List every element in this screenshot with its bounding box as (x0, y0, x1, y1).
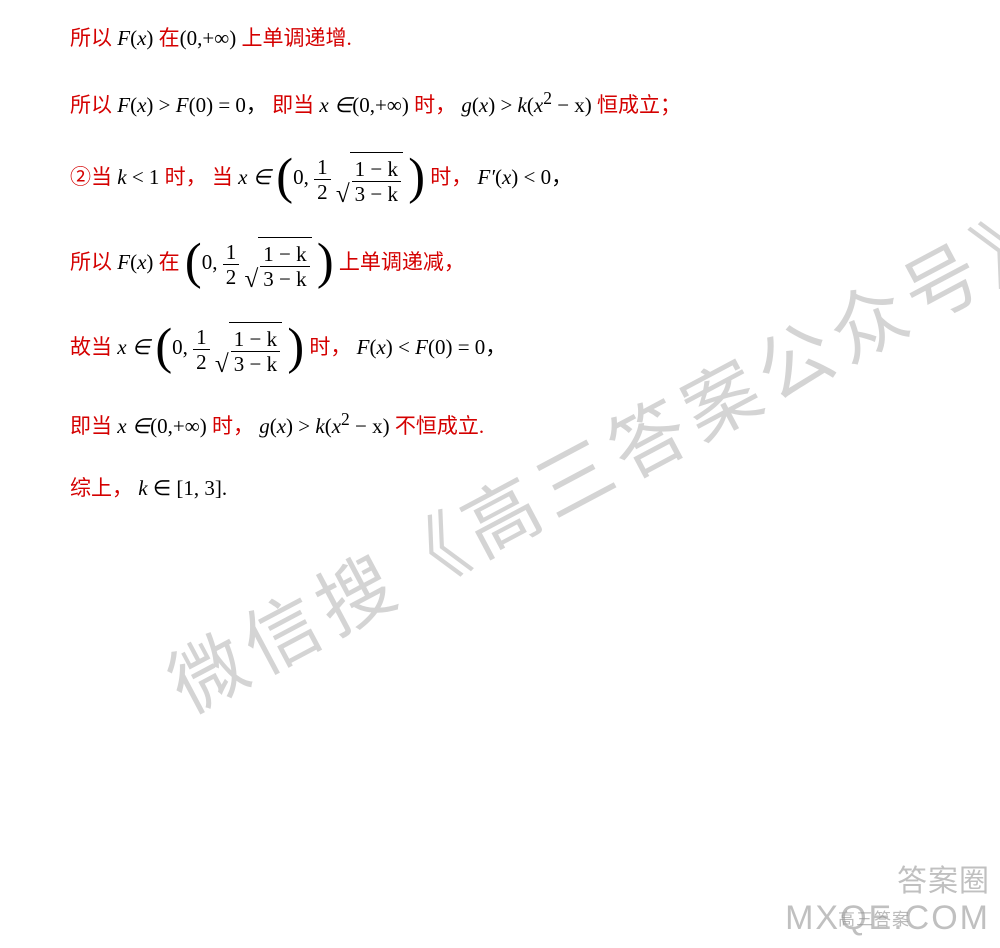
l1-a: 所以 (70, 26, 112, 50)
l1-F: F (117, 26, 130, 50)
line-3: ②当 k < 1 时， 当 x ∈ (0, 12 √1 − k3 − k ) 时… (70, 150, 940, 207)
watermark-top-right: 答案圈 (897, 856, 990, 900)
line-2: 所以 F(x) > F(0) = 0， 即当 x ∈(0,+∞) 时， g(x)… (70, 84, 940, 123)
line-1: 所以 F(x) 在(0,+∞) 上单调递增. (70, 22, 940, 56)
line-4: 所以 F(x) 在 (0, 12 √1 − k3 − k ) 上单调递减， (70, 235, 940, 292)
line-7: 综上， k ∈ [1, 3]. (70, 472, 940, 506)
line-5: 故当 x ∈ (0, 12 √1 − k3 − k ) 时， F(x) < F(… (70, 320, 940, 377)
watermark-small: 高三答案 (838, 905, 910, 930)
line-6: 即当 x ∈(0,+∞) 时， g(x) > k(x2 − x) 不恒成立. (70, 405, 940, 444)
